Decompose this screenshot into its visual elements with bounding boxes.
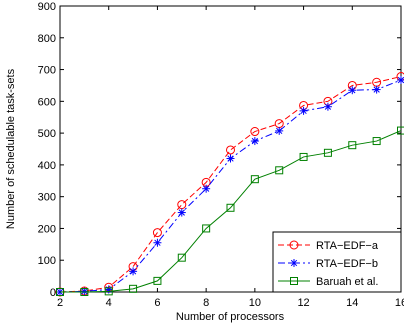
x-axis-label: Number of processors	[176, 311, 285, 323]
data-point	[323, 148, 332, 157]
data-point	[80, 288, 89, 296]
x-tick-label: 10	[249, 297, 261, 309]
data-point	[275, 166, 284, 175]
x-tick-label: 4	[106, 297, 112, 309]
x-tick-label: 16	[395, 297, 404, 309]
data-point	[299, 152, 308, 161]
x-tick-label: 6	[154, 297, 160, 309]
data-point	[290, 277, 298, 285]
data-point	[177, 208, 186, 217]
series-rta-edf-b	[56, 76, 404, 296]
legend-label: Baruah et al.	[316, 276, 378, 288]
series-baruah-et-al-	[56, 126, 404, 296]
data-point	[372, 85, 381, 94]
y-tick-label: 500	[38, 128, 56, 140]
y-tick-label: 400	[38, 160, 56, 172]
data-point	[348, 141, 357, 150]
y-tick-label: 0	[50, 287, 56, 299]
x-tick-label: 14	[346, 297, 358, 309]
data-point	[226, 145, 235, 155]
data-point	[153, 238, 162, 247]
legend-label: RTA−EDF−b	[316, 258, 378, 270]
series-line	[59, 76, 402, 293]
y-axis-label: Number of schedulable task-sets	[5, 68, 17, 229]
data-point	[250, 137, 259, 146]
y-tick-label: 600	[38, 96, 56, 108]
data-point	[226, 203, 235, 212]
data-point	[104, 287, 113, 296]
data-point	[152, 228, 162, 238]
data-point	[289, 240, 299, 250]
y-tick-label: 800	[38, 33, 56, 45]
legend: RTA−EDF−a RTA−EDF−b Baruah et al.	[272, 231, 402, 293]
data-point	[323, 102, 332, 111]
data-point	[348, 86, 357, 95]
data-point	[290, 259, 298, 267]
x-tick-label: 2	[57, 297, 63, 309]
data-point	[372, 137, 381, 146]
data-point	[153, 276, 162, 285]
data-point	[202, 184, 211, 193]
y-tick-label: 300	[38, 192, 56, 204]
data-point	[56, 288, 64, 296]
y-tick-label: 900	[38, 1, 56, 13]
series-layer	[55, 72, 404, 297]
y-tick-label: 100	[38, 255, 56, 267]
data-point	[275, 126, 284, 135]
data-point	[250, 127, 260, 137]
legend-label: RTA−EDF−a	[316, 240, 379, 252]
series-line	[60, 130, 402, 293]
data-point	[299, 106, 308, 115]
data-point	[250, 175, 259, 184]
y-tick-label: 200	[38, 223, 56, 235]
data-point	[177, 253, 186, 262]
ticks: 2 4 6 8 10 12 14 16 0 100 200 300 400 500 600 700 800 900	[38, 1, 404, 309]
data-point	[397, 126, 404, 135]
x-tick-label: 8	[203, 297, 209, 309]
x-tick-label: 12	[297, 297, 309, 309]
data-point	[129, 267, 138, 276]
data-point	[129, 284, 138, 293]
y-tick-label: 700	[38, 65, 56, 77]
data-point	[202, 224, 211, 233]
data-point	[226, 154, 235, 163]
